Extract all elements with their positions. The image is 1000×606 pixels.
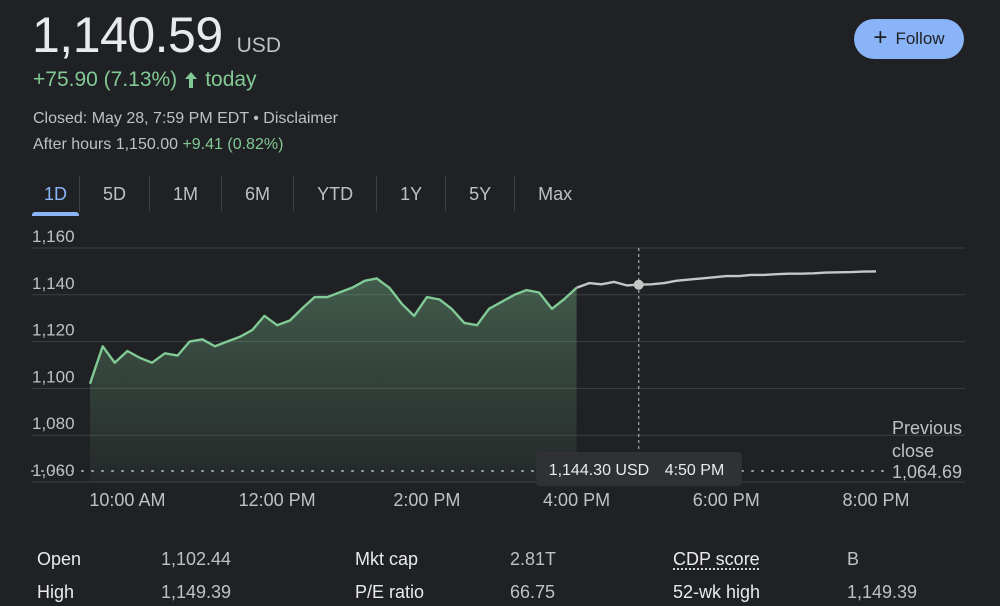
stat-value: 1,149.39 [847,582,918,602]
after-hours: After hours 1,150.00 +9.41 (0.82%) [33,136,283,154]
tab-max[interactable]: Max [538,184,573,204]
x-tick-label: 12:00 PM [239,490,316,510]
tab-1m[interactable]: 1M [150,176,223,212]
after-hours-change: +9.41 (0.82%) [182,136,284,153]
x-tick-label: 8:00 PM [842,490,909,510]
current-price: 1,140.59 [32,7,223,63]
change-value: +75.90 (7.13%) [33,68,178,91]
stat-value: 2.81T [510,549,557,569]
y-tick-label: 1,140 [32,274,75,293]
stat-label: Open [37,549,82,569]
closed-time: Closed: May 28, 7:59 PM EDT [33,110,249,127]
tab-6m[interactable]: 6M [222,176,295,212]
regular-session-area [90,278,577,482]
stat-label: Mkt cap [355,549,419,569]
stat-value: 1,149.39 [161,582,232,602]
tab-ytd[interactable]: YTD [294,176,378,212]
tooltip-value: 1,144.30 USD [549,462,650,479]
follow-label: Follow [895,29,945,48]
tab-1y[interactable]: 1Y [377,176,447,212]
disclaimer-link[interactable]: Disclaimer [263,110,338,127]
x-tick-label: 6:00 PM [693,490,760,510]
stat-value: B [847,549,860,569]
stat-label: High [37,582,75,602]
currency-code: USD [236,34,281,57]
y-tick-label: 1,100 [32,367,75,386]
after-hours-price: After hours 1,150.00 [33,136,178,153]
price-change: +75.90 (7.13%) today [33,68,257,92]
cdp-score-link[interactable]: CDP score [673,549,760,569]
tooltip-time: 4:50 PM [665,462,725,479]
plus-icon: + [873,24,888,51]
x-tick-label: 4:00 PM [543,490,610,510]
y-tick-label: 1,120 [32,321,75,340]
tab-1d[interactable]: 1D [32,176,81,216]
after-hours-line [576,270,877,289]
tab-5y[interactable]: 5Y [446,176,516,212]
change-period: today [205,68,257,91]
y-tick-label: 1,160 [32,230,75,246]
tab-5d[interactable]: 5D [80,176,151,212]
hover-point [633,279,644,290]
stat-value: 66.75 [510,582,556,602]
price-chart[interactable]: 1,0601,0801,1001,1201,1401,160Previouscl… [0,230,1000,525]
tooltip-box [535,452,742,486]
previous-close-label-2: close [892,441,934,461]
follow-button[interactable]: + Follow [854,19,964,59]
price-header: 1,140.59 USD [32,6,281,64]
range-tabs: 1D 5D 1M 6M YTD 1Y 5Y Max [32,176,595,216]
x-tick-label: 10:00 AM [89,490,165,510]
stat-value: 1,102.44 [161,549,232,569]
stat-label: P/E ratio [355,582,425,602]
x-tick-label: 2:00 PM [393,490,460,510]
arrow-up-icon [185,72,198,88]
previous-close-label-1: Previous [892,418,962,438]
previous-close-value: 1,064.69 [892,462,962,482]
market-status: Closed: May 28, 7:59 PM EDT • Disclaimer [33,110,338,127]
stat-label: 52-wk high [673,582,761,602]
regular-session-line [88,277,578,385]
y-tick-label: 1,080 [32,414,75,433]
